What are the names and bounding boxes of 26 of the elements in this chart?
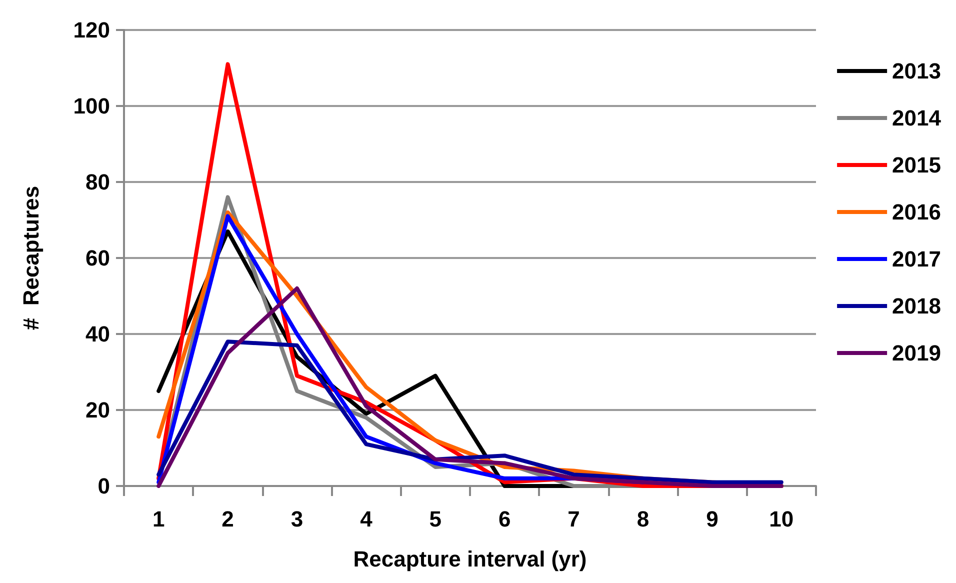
y-tick-label: 20	[86, 398, 110, 422]
x-tick-label: 5	[429, 506, 442, 532]
legend-label: 2013	[892, 58, 942, 84]
x-tick-label: 4	[360, 506, 374, 532]
y-tick-label: 100	[73, 94, 110, 118]
x-tick-label: 8	[636, 506, 650, 532]
x-tick-label: 1	[152, 506, 165, 532]
legend-label: 2015	[892, 152, 942, 178]
y-axis-title: # Recaptures	[18, 186, 44, 330]
x-tick-label: 3	[290, 506, 304, 532]
x-tick-label: 6	[498, 506, 511, 532]
x-tick-label: 9	[706, 506, 718, 532]
legend-label: 2017	[892, 246, 942, 272]
legend-label: 2019	[892, 340, 942, 366]
x-tick-label: 10	[769, 506, 794, 532]
x-tick-label: 2	[222, 506, 234, 532]
legend-label: 2016	[892, 200, 942, 224]
y-tick-label: 60	[86, 246, 110, 270]
legend-label: 2018	[892, 294, 942, 318]
y-tick-label: 40	[86, 322, 110, 346]
x-tick-label: 7	[568, 506, 580, 532]
y-tick-label: 0	[98, 474, 110, 498]
y-tick-label: 80	[86, 170, 110, 194]
legend-label: 2014	[892, 106, 942, 130]
y-tick-label: 120	[73, 18, 110, 42]
x-axis-title: Recapture interval (yr)	[353, 546, 587, 572]
